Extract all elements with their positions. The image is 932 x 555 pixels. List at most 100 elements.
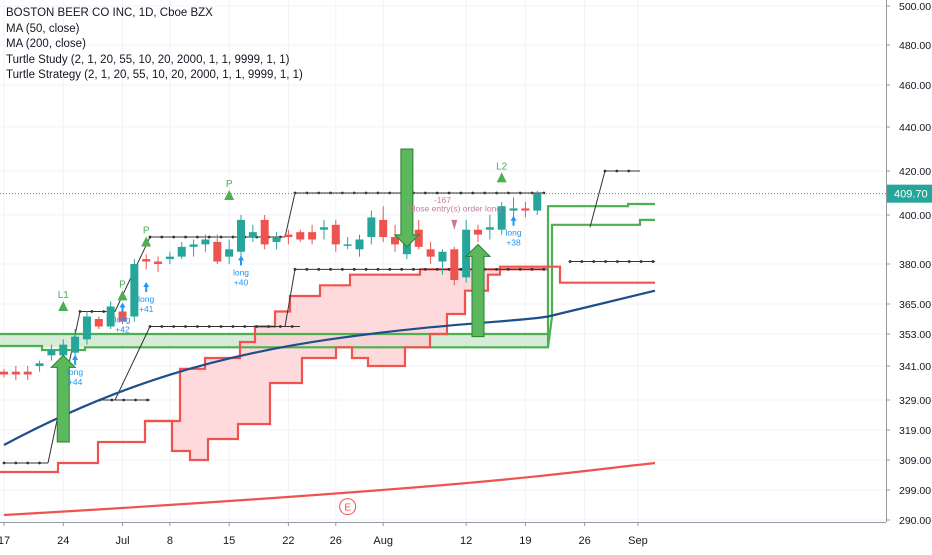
trade-label: long bbox=[233, 267, 249, 277]
donchian-mid-2-dot bbox=[435, 267, 439, 271]
candle-body bbox=[319, 227, 328, 230]
candle-body bbox=[509, 208, 518, 211]
marker-triangle bbox=[117, 290, 128, 301]
red-stop-line-2 bbox=[548, 265, 655, 284]
trade-arrow-icon bbox=[119, 302, 126, 313]
donchian-high-3-dot bbox=[435, 191, 439, 195]
exit-arrow-icon bbox=[451, 219, 458, 230]
legend-symbol[interactable]: BOSTON BEER CO INC, 1D, Cboe BZX bbox=[6, 7, 213, 19]
donchian-high-4-dot bbox=[615, 169, 619, 173]
candle-body bbox=[474, 229, 482, 235]
time-axis-bg bbox=[0, 522, 932, 550]
legend-ma50[interactable]: MA (50, close) bbox=[6, 22, 80, 35]
x-tick-label: 22 bbox=[282, 535, 294, 547]
trade-value: +38 bbox=[506, 238, 521, 248]
donchian-mid-dot bbox=[160, 325, 164, 328]
legend-turtle-strategy[interactable]: Turtle Strategy (2, 1, 20, 55, 10, 20, 2… bbox=[6, 69, 303, 81]
donchian-high-2-dot bbox=[207, 235, 211, 239]
candle-body bbox=[485, 227, 494, 230]
donchian-mid-2-dot bbox=[329, 267, 332, 271]
annotations: L1PPPL2Elong+44long+41long+42long+40long… bbox=[50, 148, 522, 516]
candle-body bbox=[450, 249, 459, 280]
entry-arrow-2 bbox=[464, 243, 492, 338]
candle-body bbox=[391, 237, 400, 245]
channel-fills bbox=[0, 266, 548, 460]
donchian-mid-2-dot bbox=[447, 267, 451, 271]
donchian-mid-dot bbox=[290, 325, 294, 328]
trade-value: +44 bbox=[68, 377, 83, 387]
red-band-fill bbox=[145, 266, 548, 460]
donchian-mid-2-dot bbox=[423, 267, 427, 271]
donchian-high-2-dot bbox=[219, 235, 223, 239]
donchian-high-2-dot bbox=[184, 235, 187, 239]
candle-body bbox=[130, 264, 139, 317]
last-price-label: 409.70 bbox=[894, 189, 928, 201]
donchian-high-2-dot bbox=[160, 235, 164, 239]
candle-body bbox=[272, 237, 281, 242]
donchian-high-3-dot bbox=[471, 191, 475, 195]
donchian-mid-dot bbox=[172, 325, 176, 328]
candle-body bbox=[177, 246, 186, 257]
indicator-lines bbox=[0, 169, 886, 517]
y-tick-label: 319.00 bbox=[899, 425, 931, 437]
last-price-badge bbox=[887, 184, 932, 203]
x-tick-label: 26 bbox=[330, 535, 342, 547]
trade-value: +41 bbox=[139, 304, 154, 314]
trade-label: long bbox=[114, 315, 130, 325]
candle-body bbox=[165, 256, 174, 260]
candle-body bbox=[462, 229, 471, 278]
candle-body bbox=[533, 193, 542, 211]
y-tick-label: 329.00 bbox=[899, 395, 931, 407]
legend-turtle-study[interactable]: Turtle Study (2, 1, 20, 55, 10, 20, 2000… bbox=[6, 53, 290, 66]
marker-label: P bbox=[226, 179, 233, 190]
x-tick-label: 24 bbox=[57, 535, 69, 547]
trade-arrow-icon bbox=[143, 282, 150, 292]
candle-body bbox=[142, 259, 151, 262]
candle-body bbox=[189, 244, 198, 247]
donchian-high-3-dot bbox=[447, 191, 451, 195]
x-tick-label: 26 bbox=[579, 535, 591, 547]
donchian-low-1-dot bbox=[2, 461, 6, 465]
marker-triangle bbox=[496, 172, 507, 183]
candle-body bbox=[213, 241, 222, 262]
donchian-low-2-dot bbox=[110, 398, 114, 402]
y-tick-label: 299.00 bbox=[899, 485, 931, 497]
donchian-mid-2-dot bbox=[459, 267, 463, 271]
x-tick-label: 12 bbox=[460, 535, 472, 547]
trade-label: long bbox=[506, 228, 522, 238]
donchian-mid-2-dot bbox=[364, 267, 368, 271]
candle-body bbox=[497, 206, 506, 230]
candle-body bbox=[82, 316, 91, 340]
donchian-low-1-dot bbox=[14, 461, 18, 465]
donchian-low-2-dot bbox=[122, 398, 126, 402]
y-tick-label: 309.00 bbox=[899, 455, 931, 467]
donchian-mid-2-dot bbox=[542, 267, 546, 271]
legend-ma200[interactable]: MA (200, close) bbox=[6, 38, 86, 50]
trade-label: long bbox=[138, 294, 154, 304]
marker-label: L2 bbox=[496, 161, 508, 172]
x-tick-label: 19 bbox=[519, 535, 531, 547]
donchian-mid-dot bbox=[255, 325, 259, 328]
candle-body bbox=[343, 244, 352, 246]
donchian-mid-2-dot bbox=[388, 267, 392, 271]
x-tick-label: Sep bbox=[628, 535, 648, 547]
marker-label: P bbox=[143, 226, 150, 237]
donchian-mid-2-dot bbox=[376, 267, 380, 271]
y-tick-label: 353.00 bbox=[899, 329, 931, 341]
donchian-mid-2-dot bbox=[341, 267, 344, 271]
green-stop-line bbox=[546, 202, 655, 348]
donchian-mid-dot bbox=[184, 325, 187, 328]
candle-body bbox=[331, 224, 340, 245]
donchian-low-3-dot bbox=[592, 260, 596, 263]
donchian-high-4-dot bbox=[627, 169, 631, 173]
candle-body bbox=[71, 336, 80, 353]
donchian-low-3-dot bbox=[604, 260, 607, 263]
legend: BOSTON BEER CO INC, 1D, Cboe BZX MA (50,… bbox=[6, 6, 303, 84]
y-tick-label: 365.00 bbox=[899, 299, 931, 311]
donchian-low-2-dot bbox=[146, 398, 149, 402]
y-tick-label: 480.00 bbox=[899, 40, 931, 52]
donchian-high-3-dot bbox=[341, 191, 344, 195]
red-band-top bbox=[145, 268, 548, 423]
